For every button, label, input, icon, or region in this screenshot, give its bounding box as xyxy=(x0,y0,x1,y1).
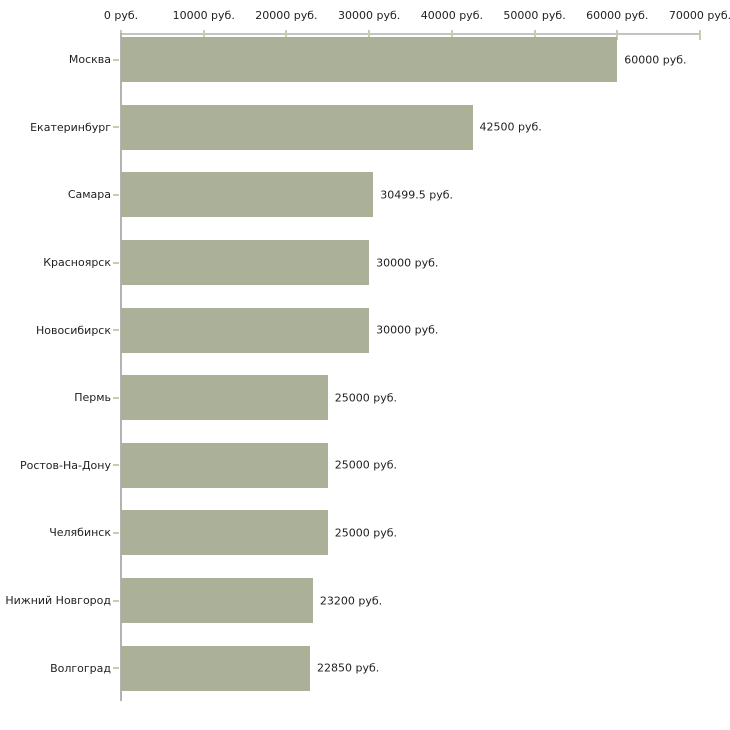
category-label: Красноярск xyxy=(0,240,121,285)
x-axis-tick xyxy=(533,30,536,40)
x-axis-tick-label: 30000 руб. xyxy=(338,9,401,22)
value-label: 30000 руб. xyxy=(376,256,439,270)
bar xyxy=(121,172,374,218)
category-label: Екатеринбург xyxy=(0,105,121,150)
bar-area: 30000 руб. xyxy=(121,307,700,353)
bar xyxy=(121,375,328,421)
x-axis-tick-label: 10000 руб. xyxy=(172,9,235,22)
x-axis-tick xyxy=(450,30,453,40)
value-label: 25000 руб. xyxy=(334,391,398,405)
bar-area: 42500 руб. xyxy=(121,104,700,150)
bar xyxy=(121,104,473,150)
category-label: Волгоград xyxy=(0,646,121,691)
value-label: 42500 руб. xyxy=(479,120,542,134)
bar-row: Красноярск 30000 руб. xyxy=(0,236,730,304)
bar-area: 60000 руб. xyxy=(121,37,700,83)
bar-rows: Москва 60000 руб. Екатеринбург 42500 руб. Са… xyxy=(0,33,730,709)
category-tick xyxy=(113,599,119,602)
category-tick xyxy=(113,667,119,670)
category-label: Москва xyxy=(0,37,121,82)
bar-area: 22850 руб. xyxy=(121,645,700,691)
x-axis-tick-label: 20000 руб. xyxy=(255,9,318,22)
bar-area: 25000 руб. xyxy=(121,442,700,488)
value-label: 30499.5 руб. xyxy=(380,188,454,202)
category-tick xyxy=(113,329,119,332)
y-axis-line xyxy=(120,33,122,701)
bar-area: 30000 руб. xyxy=(121,240,700,286)
category-tick xyxy=(113,126,119,129)
value-label: 25000 руб. xyxy=(334,526,398,540)
value-label: 23200 руб. xyxy=(319,594,383,608)
x-axis-tick-label: 40000 руб. xyxy=(420,9,483,22)
bar-row: Новосибирск 30000 руб. xyxy=(0,303,730,371)
x-axis: 0 руб. 10000 руб. 20000 руб. 30000 руб. 4000… xyxy=(104,9,730,40)
category-label: Пермь xyxy=(0,375,121,420)
bar-row: Волгоград 22850 руб. xyxy=(0,641,730,709)
category-tick xyxy=(113,531,119,534)
value-label: 25000 руб. xyxy=(334,458,398,472)
x-axis-tick xyxy=(202,30,205,40)
x-axis-tick-label: 50000 руб. xyxy=(503,9,566,22)
bar-row: Пермь 25000 руб. xyxy=(0,371,730,439)
bar xyxy=(121,510,328,556)
bar-area: 25000 руб. xyxy=(121,375,700,421)
category-tick xyxy=(113,396,119,399)
bar-area: 23200 руб. xyxy=(121,578,700,624)
bar-row: Самара 30499.5 руб. xyxy=(0,168,730,236)
x-axis-tick-label: 70000 руб. xyxy=(668,9,730,22)
x-axis-tick xyxy=(368,30,371,40)
x-axis-tick xyxy=(285,30,288,40)
bar-area: 30499.5 руб. xyxy=(121,172,700,218)
bar xyxy=(121,442,328,488)
x-axis-tick xyxy=(699,30,701,40)
category-label: Новосибирск xyxy=(0,308,121,353)
bar-row: Челябинск 25000 руб. xyxy=(0,506,730,574)
bar xyxy=(121,240,370,286)
bar-row: Екатеринбург 42500 руб. xyxy=(0,101,730,169)
value-label: 22850 руб. xyxy=(317,661,380,675)
bar-area: 25000 руб. xyxy=(121,510,700,556)
x-axis-tick-label: 60000 руб. xyxy=(586,9,649,22)
bar-row: Нижний Новгород 23200 руб. xyxy=(0,574,730,642)
category-tick xyxy=(113,193,119,196)
bar xyxy=(121,578,313,624)
category-tick xyxy=(113,261,119,264)
bar xyxy=(121,645,310,691)
bar-row: Ростов-На-Дону 25000 руб. xyxy=(0,439,730,507)
category-tick xyxy=(113,464,119,467)
category-label: Самара xyxy=(0,172,121,217)
bar xyxy=(121,307,370,353)
category-label: Нижний Новгород xyxy=(0,578,121,623)
x-axis-tick xyxy=(616,30,619,40)
value-label: 60000 руб. xyxy=(624,53,687,67)
category-label: Челябинск xyxy=(0,510,121,555)
bar-row: Москва 60000 руб. xyxy=(0,33,730,101)
x-axis-tick-label: 0 руб. xyxy=(103,9,139,22)
bar xyxy=(121,37,618,83)
value-label: 30000 руб. xyxy=(376,323,439,337)
category-label: Ростов-На-Дону xyxy=(0,443,121,488)
category-tick xyxy=(113,58,119,61)
